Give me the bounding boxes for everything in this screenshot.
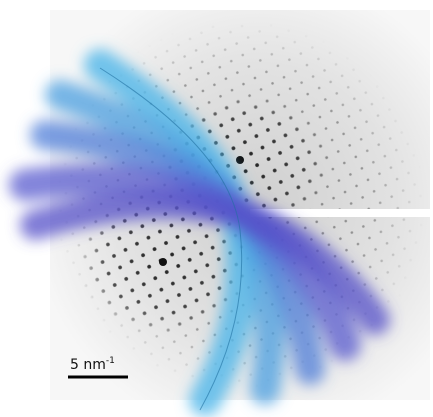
scale-text: 5 nm bbox=[70, 357, 106, 373]
spot bbox=[159, 258, 167, 266]
scale-exponent: -1 bbox=[106, 356, 115, 366]
diffraction-image: 5 nm-1 bbox=[0, 0, 433, 417]
spot bbox=[236, 156, 244, 164]
page: 5 nm-1 (() => { const data = JSON.parse(… bbox=[0, 0, 433, 417]
